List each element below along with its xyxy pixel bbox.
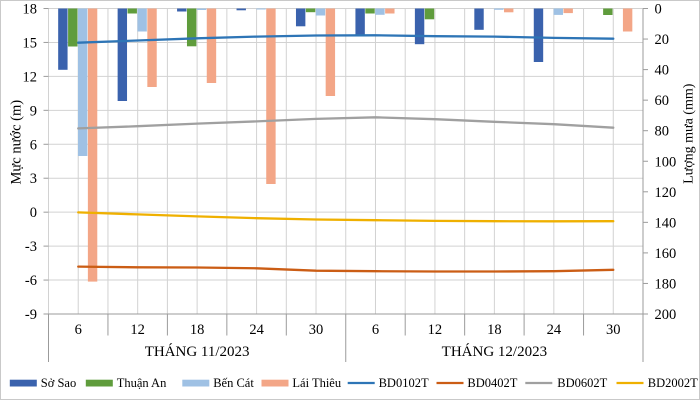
svg-text:Thuận An: Thuận An (117, 376, 167, 390)
svg-text:-3: -3 (25, 239, 37, 255)
svg-text:18: 18 (487, 322, 502, 338)
svg-text:THÁNG 11/2023: THÁNG 11/2023 (145, 343, 250, 360)
svg-text:BD0402T: BD0402T (467, 376, 517, 390)
svg-text:12: 12 (130, 322, 145, 338)
svg-text:15: 15 (23, 35, 38, 51)
svg-text:3: 3 (30, 171, 37, 187)
svg-text:60: 60 (655, 93, 670, 109)
svg-text:0: 0 (655, 2, 662, 18)
svg-text:40: 40 (655, 63, 670, 79)
svg-text:THÁNG 12/2023: THÁNG 12/2023 (442, 343, 547, 360)
svg-text:200: 200 (655, 307, 677, 323)
svg-text:18: 18 (23, 2, 38, 18)
svg-text:160: 160 (655, 246, 677, 262)
svg-text:6: 6 (75, 322, 82, 338)
svg-text:20: 20 (655, 32, 670, 48)
svg-text:Lượng mưa (mm): Lượng mưa (mm) (682, 83, 697, 184)
svg-text:BD0102T: BD0102T (379, 376, 429, 390)
svg-text:18: 18 (190, 322, 205, 338)
svg-text:6: 6 (372, 322, 379, 338)
svg-text:12: 12 (428, 322, 443, 338)
svg-text:Bến Cát: Bến Cát (213, 376, 254, 390)
svg-text:24: 24 (249, 322, 264, 338)
svg-text:24: 24 (547, 322, 562, 338)
svg-text:-9: -9 (25, 307, 37, 323)
svg-text:9: 9 (30, 103, 37, 119)
svg-text:80: 80 (655, 124, 670, 140)
svg-text:30: 30 (309, 322, 324, 338)
svg-text:-6: -6 (25, 273, 37, 289)
svg-text:Sở Sao: Sở Sao (41, 376, 76, 390)
svg-text:180: 180 (655, 276, 677, 292)
svg-text:30: 30 (606, 322, 621, 338)
svg-text:0: 0 (30, 205, 37, 221)
svg-text:140: 140 (655, 215, 677, 231)
svg-text:6: 6 (30, 137, 37, 153)
svg-text:12: 12 (23, 69, 38, 85)
svg-text:100: 100 (655, 154, 677, 170)
svg-text:BD0602T: BD0602T (557, 376, 607, 390)
svg-text:Lái Thiêu: Lái Thiêu (292, 376, 341, 390)
svg-text:BD2002T: BD2002T (648, 376, 698, 390)
svg-text:Mực nước (m): Mực nước (m) (9, 100, 25, 185)
svg-text:120: 120 (655, 185, 677, 201)
